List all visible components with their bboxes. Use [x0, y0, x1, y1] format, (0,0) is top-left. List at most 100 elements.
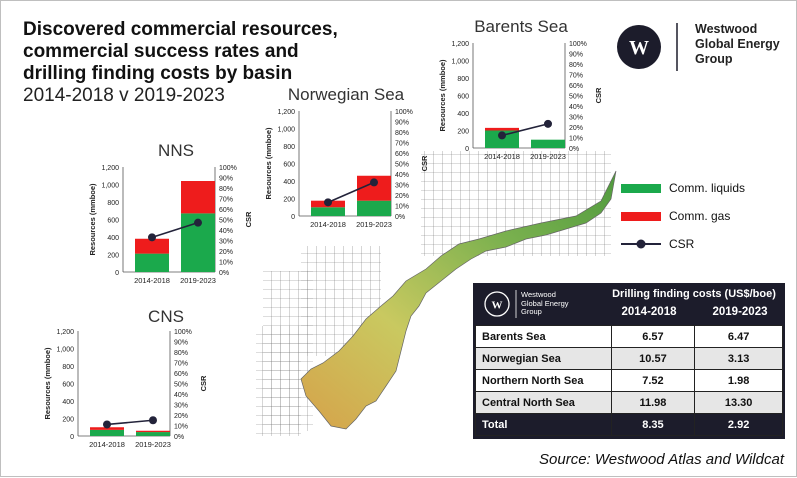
y2-tick-label: 10%: [569, 136, 583, 143]
legend-swatch-gas: [621, 211, 661, 221]
chart-cns: 0 200 400 600 800 1,000 1,200 0% 10% 20% 30% 40% 50%…: [43, 329, 208, 449]
y-tick-label: 0: [115, 270, 119, 277]
csr-line: [327, 181, 375, 204]
y2-tick-label: 0%: [219, 270, 229, 277]
westwood-logo: W: [617, 23, 678, 71]
y2-tick-label: 60%: [569, 83, 583, 90]
bar-comm-liquids: [311, 207, 345, 216]
y2-tick-label: 40%: [395, 172, 409, 179]
logo-circle-icon: [617, 25, 661, 69]
title-line-2: commercial success rates and: [23, 41, 299, 62]
y2-axis-label: CSR: [199, 375, 208, 391]
y2-tick-label: 70%: [174, 361, 188, 368]
table-cell-basin: Barents Sea: [475, 325, 612, 348]
title-line-3: drilling finding costs by basin: [23, 63, 293, 84]
y-axis-label: Resources (mmboe): [438, 59, 447, 132]
legend-label-gas: Comm. gas: [669, 209, 731, 223]
y2-tick-label: 20%: [395, 193, 409, 200]
bar-comm-gas: [181, 181, 215, 214]
chart-title-barents-sea: Barents Sea: [474, 17, 568, 36]
bar-comm-gas: [485, 127, 519, 131]
y2-tick-label: 40%: [569, 104, 583, 111]
bar-comm-liquids: [136, 432, 170, 436]
y-tick-label: 1,200: [101, 165, 119, 172]
csr-point: [103, 420, 111, 429]
table-cell-value: 1.98: [694, 369, 783, 392]
y2-tick-label: 100%: [395, 109, 413, 116]
csr-point: [148, 233, 156, 242]
chart-barents-sea: 0 200 400 600 800 1,000 1,200 0% 10% 20% 30% 40% 50%…: [438, 41, 603, 161]
y2-tick-label: 80%: [395, 130, 409, 137]
bar-comm-liquids: [90, 429, 124, 436]
y-tick-label: 800: [457, 76, 469, 83]
y2-axis-label: CSR: [244, 211, 253, 227]
y-tick-label: 400: [62, 399, 74, 406]
csr-point: [498, 131, 506, 140]
y-tick-label: 1,200: [451, 41, 469, 48]
y-tick-label: 800: [283, 144, 295, 151]
table-total-row: Total 8.35 2.92: [475, 413, 783, 436]
legend-label-liquids: Comm. liquids: [669, 181, 746, 195]
y-tick-label: 600: [283, 162, 295, 169]
y2-tick-label: 100%: [569, 41, 587, 48]
legend-label-csr: CSR: [669, 237, 695, 251]
bar-comm-gas: [136, 430, 170, 433]
y2-tick-label: 0%: [395, 214, 405, 221]
x-tick-label: 2019-2023: [356, 220, 392, 229]
license-grid: [256, 151, 611, 436]
table-cell-value: 3.13: [694, 347, 783, 370]
y-tick-label: 0: [70, 434, 74, 441]
y2-tick-label: 60%: [174, 371, 188, 378]
y2-tick-label: 30%: [569, 115, 583, 122]
y-tick-label: 1,000: [101, 183, 119, 190]
chart-title-cns: CNS: [148, 307, 184, 326]
table-header-title: Drilling finding costs (US$/boe): [612, 288, 776, 300]
chart-title-nns: NNS: [158, 141, 194, 160]
y2-tick-label: 20%: [569, 125, 583, 132]
y2-tick-label: 70%: [219, 197, 233, 204]
y2-tick-label: 90%: [395, 120, 409, 127]
y2-tick-label: 20%: [219, 249, 233, 256]
y-axis-label: Resources (mmboe): [88, 183, 97, 256]
x-tick-label: 2019-2023: [180, 276, 216, 285]
y2-axis-label: CSR: [594, 87, 603, 103]
table-cell-value: 7.52: [610, 369, 696, 392]
table-cell-value: 8.35: [610, 413, 696, 436]
legend-swatch-csr: [621, 239, 661, 249]
csr-point: [370, 178, 378, 187]
table-cell-value: 2.92: [694, 413, 783, 436]
legend-swatch-liquids: [621, 183, 661, 193]
legend-item-gas: Comm. gas: [621, 209, 730, 223]
table-cell-basin: Northern North Sea: [475, 369, 612, 392]
y2-tick-label: 10%: [219, 260, 233, 267]
table-cell-value: 10.57: [610, 347, 696, 370]
table-row: Central North Sea 11.98 13.30: [475, 391, 783, 414]
y2-tick-label: 90%: [174, 340, 188, 347]
y-tick-label: 600: [62, 382, 74, 389]
table-body: Barents Sea 6.57 6.47 Norwegian Sea 10.57 3.1…: [475, 325, 783, 436]
svg-text:W: W: [629, 37, 649, 59]
bar-comm-liquids: [135, 253, 169, 272]
table-logo-line-1: Westwood: [521, 290, 556, 299]
y2-tick-label: 90%: [219, 176, 233, 183]
y-tick-label: 200: [62, 417, 74, 424]
y-tick-label: 0: [291, 214, 295, 221]
y-tick-label: 1,000: [56, 347, 74, 354]
y2-tick-label: 80%: [219, 186, 233, 193]
y-tick-label: 200: [107, 253, 119, 260]
csr-line: [106, 419, 154, 426]
y-tick-label: 800: [107, 200, 119, 207]
chart-nns: 0 200 400 600 800 1,000 1,200 0% 10% 20% 30% 40% 50%…: [88, 165, 253, 285]
norway-landmass: [300, 170, 617, 430]
y2-tick-label: 80%: [569, 62, 583, 69]
table-logo-line-3: Group: [521, 307, 542, 316]
table-header: W Westwood Global Energy Group Drilling …: [473, 283, 785, 325]
csr-line: [501, 123, 549, 137]
y-tick-label: 400: [457, 111, 469, 118]
y2-tick-label: 80%: [174, 350, 188, 357]
y-tick-label: 0: [465, 146, 469, 153]
x-tick-label: 2019-2023: [530, 152, 566, 161]
x-tick-label: 2014-2018: [134, 276, 170, 285]
csr-line: [151, 221, 199, 239]
